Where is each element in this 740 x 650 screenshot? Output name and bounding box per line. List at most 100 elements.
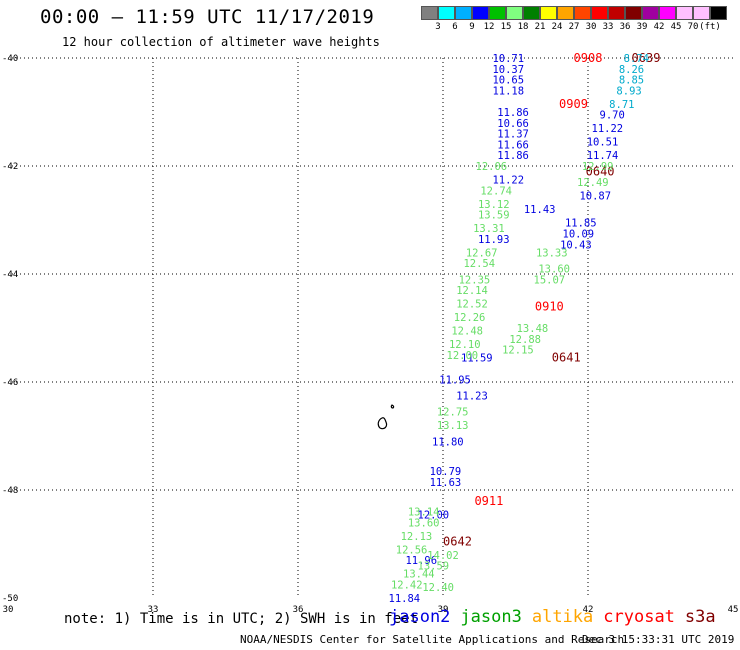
point-label-jason2: 10.79 <box>430 466 462 478</box>
point-label-jason3: 12.42 <box>391 580 423 592</box>
y-tick-label: -40 <box>2 54 18 64</box>
colorbar-label: 45 <box>670 22 682 32</box>
point-label-jason3: 12.74 <box>480 185 512 197</box>
colorbar-swatch <box>523 6 540 20</box>
legend-item-cryosat: cryosat <box>603 607 675 627</box>
legend-item-altika: altika <box>531 607 594 627</box>
colorbar-swatch <box>676 6 693 20</box>
point-label-jason2: 11.95 <box>439 374 471 386</box>
colorbar-label: 6 <box>452 22 458 32</box>
colorbar-swatch <box>625 6 642 20</box>
point-label-jason2: 11.23 <box>456 391 488 403</box>
legend: jason2 jason3 altika cryosat s3a <box>389 607 726 627</box>
point-label-jason2-b: 9.70 <box>600 110 625 122</box>
chart-title: 00:00 — 11:59 UTC 11/17/2019 <box>40 6 375 28</box>
axis-tick-labels: 30 33 36 39 42 45 -40 -42 -44 -46 -48 -50 <box>2 54 738 615</box>
colorbar-swatch <box>557 6 574 20</box>
point-label-s3a: 0640 <box>586 164 615 178</box>
y-tick-label: -50 <box>2 594 18 604</box>
point-label-jason3: 12.99 <box>582 161 614 173</box>
y-tick-label: -44 <box>2 270 18 280</box>
colorbar-label: 24 <box>551 22 563 32</box>
colorbar-label: 36 <box>619 22 631 32</box>
point-label-altika: 8.85 <box>619 75 644 87</box>
point-label-jason3: 13.60 <box>408 517 440 529</box>
point-label-s3a: 0641 <box>552 351 581 365</box>
point-label-jason3: 12.54 <box>463 258 495 270</box>
point-label-jason2: 11.63 <box>430 477 462 489</box>
footer-timestamp: Dec 3 15:33:31 UTC 2019 <box>582 633 735 646</box>
x-tick-label: 33 <box>148 605 159 615</box>
point-label-jason3: 12.15 <box>502 345 534 357</box>
point-label-altika: 8.26 <box>619 64 644 76</box>
chart-subtitle: 12 hour collection of altimeter wave hei… <box>62 35 380 49</box>
point-label-jason2: 10.71 <box>492 53 524 65</box>
colorbar-label: 42 <box>653 22 665 32</box>
point-label-jason3: 13.13 <box>437 420 469 432</box>
point-label-jason3: 12.14 <box>456 285 488 297</box>
point-label-jason3: 12.40 <box>422 582 454 594</box>
point-label-jason2-b: 11.85 <box>565 218 597 230</box>
colorbar-swatch <box>438 6 455 20</box>
point-label-cryosat: 0909 <box>559 97 588 111</box>
point-label-jason3: 13.12 <box>478 199 510 211</box>
point-label-altika: 8.93 <box>616 85 641 97</box>
point-label-jason3: 12.88 <box>509 334 541 346</box>
colorbar-label: 12 <box>483 22 495 32</box>
point-label-jason2: 11.66 <box>497 139 529 151</box>
data-points: 11.8610.6611.3711.6611.8610.7110.3710.65… <box>389 51 661 605</box>
note-text: note: 1) Time is in UTC; 2) SWH is in fe… <box>64 611 419 627</box>
colorbar-label: (ft) <box>699 22 721 32</box>
point-label-jason2: 11.86 <box>497 150 529 162</box>
grid-lines <box>8 57 733 598</box>
point-label-jason3: 12.10 <box>449 339 481 351</box>
colorbar-swatch <box>421 6 438 20</box>
point-label-jason3: 12.52 <box>456 299 488 311</box>
x-tick-label: 45 <box>728 605 739 615</box>
legend-item-s3a: s3a <box>684 607 716 627</box>
point-label-cryosat: 0908 <box>574 51 603 65</box>
point-label-jason3: 15.07 <box>534 274 566 286</box>
y-tick-label: -46 <box>2 378 18 388</box>
point-label-jason2: 11.96 <box>405 555 437 567</box>
point-label-jason3: 12.00 <box>447 350 479 362</box>
island-outline <box>377 404 395 430</box>
colorbar-swatch <box>608 6 625 20</box>
colorbar-swatch <box>540 6 557 20</box>
colorbar-label: 33 <box>602 22 614 32</box>
point-label-jason3: 13.60 <box>538 264 570 276</box>
point-label-jason2: 11.86 <box>497 107 529 119</box>
x-tick-label: 36 <box>293 605 304 615</box>
point-label-jason2: 10.65 <box>492 75 524 87</box>
colorbar-swatch <box>642 6 659 20</box>
colorbar-swatch <box>506 6 523 20</box>
point-label-cryosat: 0911 <box>474 494 503 508</box>
point-label-jason3: 12.49 <box>577 177 609 189</box>
colorbar-swatch <box>455 6 472 20</box>
point-label-jason2-b: 10.43 <box>560 239 592 251</box>
point-label-jason3: 12.48 <box>451 326 483 338</box>
point-label-jason3: 12.35 <box>459 274 491 286</box>
point-label-jason3: 13.48 <box>517 323 549 335</box>
point-label-jason2-b: 10.09 <box>563 229 595 241</box>
colorbar-swatch <box>693 6 710 20</box>
point-label-jason3: 12.67 <box>466 247 498 259</box>
footer-credit: NOAA/NESDIS Center for Satellite Applica… <box>240 633 625 646</box>
point-label-altika: 8.71 <box>609 99 634 111</box>
legend-item-jason2: jason2 <box>389 607 451 627</box>
x-tick-label: 39 <box>438 605 449 615</box>
colorbar-label: 39 <box>636 22 648 32</box>
point-label-s3a: 0642 <box>443 534 472 548</box>
point-label-cryosat: 0910 <box>535 299 564 313</box>
colorbar-labels: 3 6 9 12 15 18 21 24 27 30 33 36 39 42 45 70 (ft) <box>421 22 727 36</box>
x-tick-label: 30 <box>3 605 14 615</box>
point-label-jason3: 12.26 <box>454 312 486 324</box>
colorbar-swatch <box>574 6 591 20</box>
colorbar-label: 18 <box>517 22 529 32</box>
point-label-s3a: 0639 <box>632 51 661 65</box>
point-label-jason3: 13.14 <box>408 507 440 519</box>
colorbar-label: 27 <box>568 22 580 32</box>
point-label-jason2: 11.84 <box>389 593 421 605</box>
point-label-jason2: 12.00 <box>418 509 450 521</box>
